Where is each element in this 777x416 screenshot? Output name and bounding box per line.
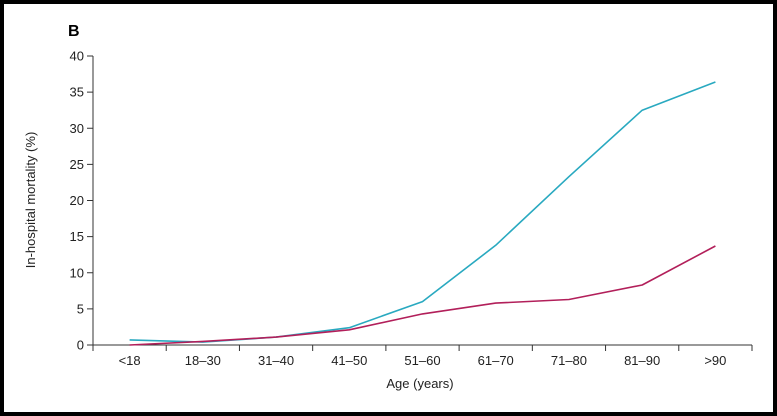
x-tick-label: 31–40 (258, 353, 294, 368)
x-tick-label: >90 (704, 353, 726, 368)
y-tick-label: 5 (77, 301, 84, 316)
x-tick-label: 18–30 (185, 353, 221, 368)
y-tick-label: 0 (77, 338, 84, 353)
y-axis-title: In-hospital mortality (%) (23, 132, 38, 269)
x-axis-ticks: <18 18–30 31–40 41–50 51–60 61–70 71–80 81–90 >9… (92, 345, 753, 368)
y-tick-label: 40 (70, 49, 84, 64)
series-line-2 (129, 245, 716, 346)
x-tick-label: <18 (119, 353, 141, 368)
x-tick-label: 61–70 (478, 353, 514, 368)
y-tick-label: 35 (70, 85, 84, 100)
series-layer (129, 81, 716, 346)
x-tick-label: 81–90 (624, 353, 660, 368)
y-axis-ticks: 0 5 10 15 20 25 30 35 40 (70, 49, 93, 353)
x-axis-title: Age (years) (386, 376, 453, 391)
y-tick-label: 15 (70, 229, 84, 244)
panel-label: B (68, 23, 80, 40)
series-line-1 (129, 81, 716, 343)
y-tick-label: 25 (70, 157, 84, 172)
y-tick-label: 20 (70, 193, 84, 208)
x-tick-label: 51–60 (404, 353, 440, 368)
y-tick-label: 10 (70, 265, 84, 280)
y-tick-label: 30 (70, 121, 84, 136)
x-tick-label: 41–50 (331, 353, 367, 368)
x-tick-label: 71–80 (551, 353, 587, 368)
